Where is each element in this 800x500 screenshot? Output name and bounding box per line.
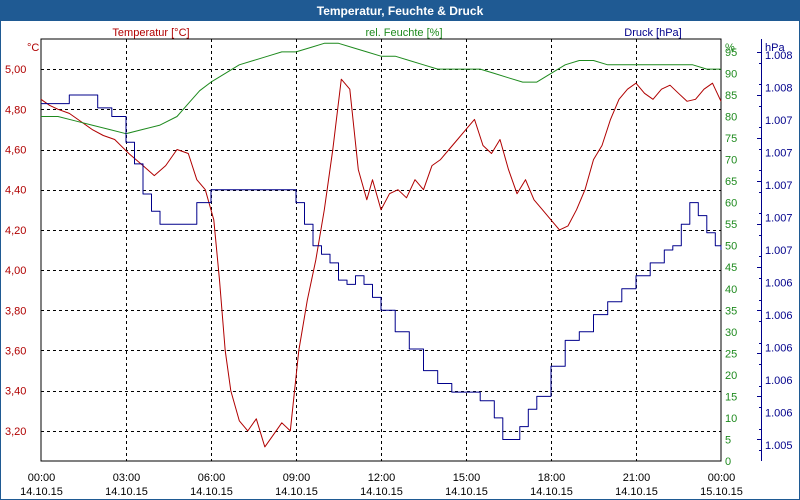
pressure-tick-label: 1.007 <box>765 180 793 192</box>
x-tick-time: 12:00 <box>368 472 396 484</box>
humidity-tick-label: 10 <box>725 413 737 425</box>
x-tick-time: 09:00 <box>283 472 311 484</box>
pressure-tick-label: 1.008 <box>765 50 793 62</box>
temperature-tick-label: 3,80 <box>5 305 26 317</box>
pressure-tick-label: 1.007 <box>765 213 793 225</box>
pressure-tick-label: 1.007 <box>765 115 793 127</box>
humidity-tick-label: 35 <box>725 305 737 317</box>
pressure-tick-label: 1.007 <box>765 245 793 257</box>
pressure-unit: hPa <box>765 42 785 54</box>
x-tick-time: 00:00 <box>708 472 736 484</box>
humidity-tick-label: 25 <box>725 348 737 360</box>
temperature-tick-label: 3,20 <box>5 426 26 438</box>
humidity-tick-label: 85 <box>725 90 737 102</box>
humidity-tick-label: 55 <box>725 219 737 231</box>
pressure-tick-label: 1.006 <box>765 375 793 387</box>
temperature-series-line <box>40 78 722 448</box>
humidity-tick-label: 15 <box>725 391 737 403</box>
x-tick-time: 06:00 <box>198 472 226 484</box>
humidity-tick-label: 30 <box>725 327 737 339</box>
temperature-tick-label: 5,00 <box>5 64 26 76</box>
pressure-series-line <box>41 94 722 440</box>
humidity-tick-label: 90 <box>725 68 737 80</box>
humidity-tick-label: 65 <box>725 176 737 188</box>
temperature-unit: °C <box>27 42 39 54</box>
temperature-tick-label: 4,60 <box>5 145 26 157</box>
axes: 00:00 14.10.15 03:00 14.10.15 06:00 14.10.15 0… <box>5 27 793 498</box>
temperature-axis-label: Temperatur [°C] <box>112 27 189 39</box>
x-tick-time: 21:00 <box>623 472 651 484</box>
humidity-tick-label: 75 <box>725 133 737 145</box>
grid <box>40 38 722 462</box>
pressure-tick-label: 1.006 <box>765 342 793 354</box>
humidity-axis-label: rel. Feuchte [%] <box>365 27 442 39</box>
x-tick-time: 18:00 <box>538 472 566 484</box>
pressure-tick-label: 1.006 <box>765 310 793 322</box>
humidity-tick-label: 50 <box>725 241 737 253</box>
x-tick-date: 14.10.15 <box>20 486 63 498</box>
x-tick-time: 00:00 <box>28 472 56 484</box>
x-tick-date: 14.10.15 <box>360 486 403 498</box>
temperature-tick-label: 4,80 <box>5 104 26 116</box>
temperature-tick-label: 4,00 <box>5 265 26 277</box>
pressure-tick-label: 1.008 <box>765 83 793 95</box>
temperature-tick-label: 3,60 <box>5 345 26 357</box>
x-tick-date: 14.10.15 <box>275 486 318 498</box>
humidity-tick-label: 70 <box>725 155 737 167</box>
humidity-tick-label: 20 <box>725 370 737 382</box>
x-tick-date: 14.10.15 <box>190 486 233 498</box>
humidity-tick-label: 5 <box>725 434 731 446</box>
pressure-axis-label: Druck [hPa] <box>624 27 681 39</box>
pressure-tick-label: 1.005 <box>765 440 793 452</box>
temperature-tick-label: 3,40 <box>5 386 26 398</box>
x-tick-date: 14.10.15 <box>530 486 573 498</box>
pressure-tick-label: 1.006 <box>765 407 793 419</box>
x-tick-time: 15:00 <box>453 472 481 484</box>
humidity-tick-label: 45 <box>725 262 737 274</box>
humidity-tick-label: 40 <box>725 284 737 296</box>
x-tick-date: 14.10.15 <box>615 486 658 498</box>
x-tick-date: 15.10.15 <box>700 486 743 498</box>
x-tick-time: 03:00 <box>113 472 141 484</box>
pressure-tick-label: 1.006 <box>765 277 793 289</box>
humidity-tick-label: 0 <box>725 456 731 468</box>
temperature-tick-label: 4,20 <box>5 225 26 237</box>
humidity-series-line <box>41 42 721 135</box>
x-tick-date: 14.10.15 <box>105 486 148 498</box>
humidity-tick-label: 80 <box>725 112 737 124</box>
humidity-unit: % <box>725 42 735 54</box>
x-tick-date: 14.10.15 <box>445 486 488 498</box>
temperature-tick-label: 4,40 <box>5 185 26 197</box>
humidity-tick-label: 60 <box>725 198 737 210</box>
series-layer <box>40 42 722 448</box>
pressure-tick-label: 1.007 <box>765 148 793 160</box>
humidity-tick-label: 95 <box>725 47 737 59</box>
chart-title: Temperatur, Feuchte & Druck <box>1 1 799 21</box>
